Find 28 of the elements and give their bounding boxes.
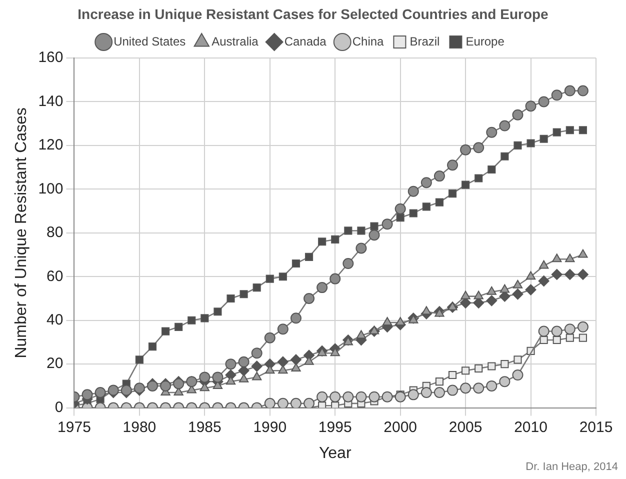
x-tick-label: 2010 [514, 418, 548, 436]
legend-label: Brazil [410, 34, 440, 48]
legend-label: United States [114, 34, 186, 48]
y-tick-label: 40 [46, 311, 64, 328]
text: Dr. Ian Heap, 2014 [526, 461, 618, 473]
y-tick-label: 80 [46, 224, 64, 242]
legend-label: Canada [284, 34, 327, 48]
x-tick-label: 1975 [58, 418, 91, 436]
x-tick-label: 2005 [448, 418, 482, 436]
y-tick-label: 140 [38, 92, 64, 110]
legend-label: China [352, 34, 384, 48]
y-axis-title: Number of Unique Resistant Cases [13, 108, 30, 358]
x-tick-label: 2000 [384, 418, 418, 436]
y-tick-label: 60 [46, 268, 64, 285]
y-tick-label: 20 [46, 355, 64, 372]
x-tick-label: 1985 [188, 418, 222, 436]
legend-label: Europe [466, 34, 505, 48]
x-tick-label: 2015 [579, 418, 613, 436]
y-tick-label: 160 [38, 49, 64, 66]
x-tick-label: 1980 [122, 418, 156, 436]
chart-title: Increase in Unique Resistant Cases for Selected Countries and Europe [76, 6, 550, 22]
x-axis-title: Year [318, 444, 352, 462]
y-tick-label: 120 [38, 136, 64, 154]
y-tick-label: 100 [38, 180, 64, 198]
legend-label: Australia [212, 34, 259, 48]
x-tick-label: 1990 [253, 418, 287, 436]
x-tick-label: 1995 [318, 418, 352, 436]
y-tick-label: 0 [54, 398, 64, 416]
